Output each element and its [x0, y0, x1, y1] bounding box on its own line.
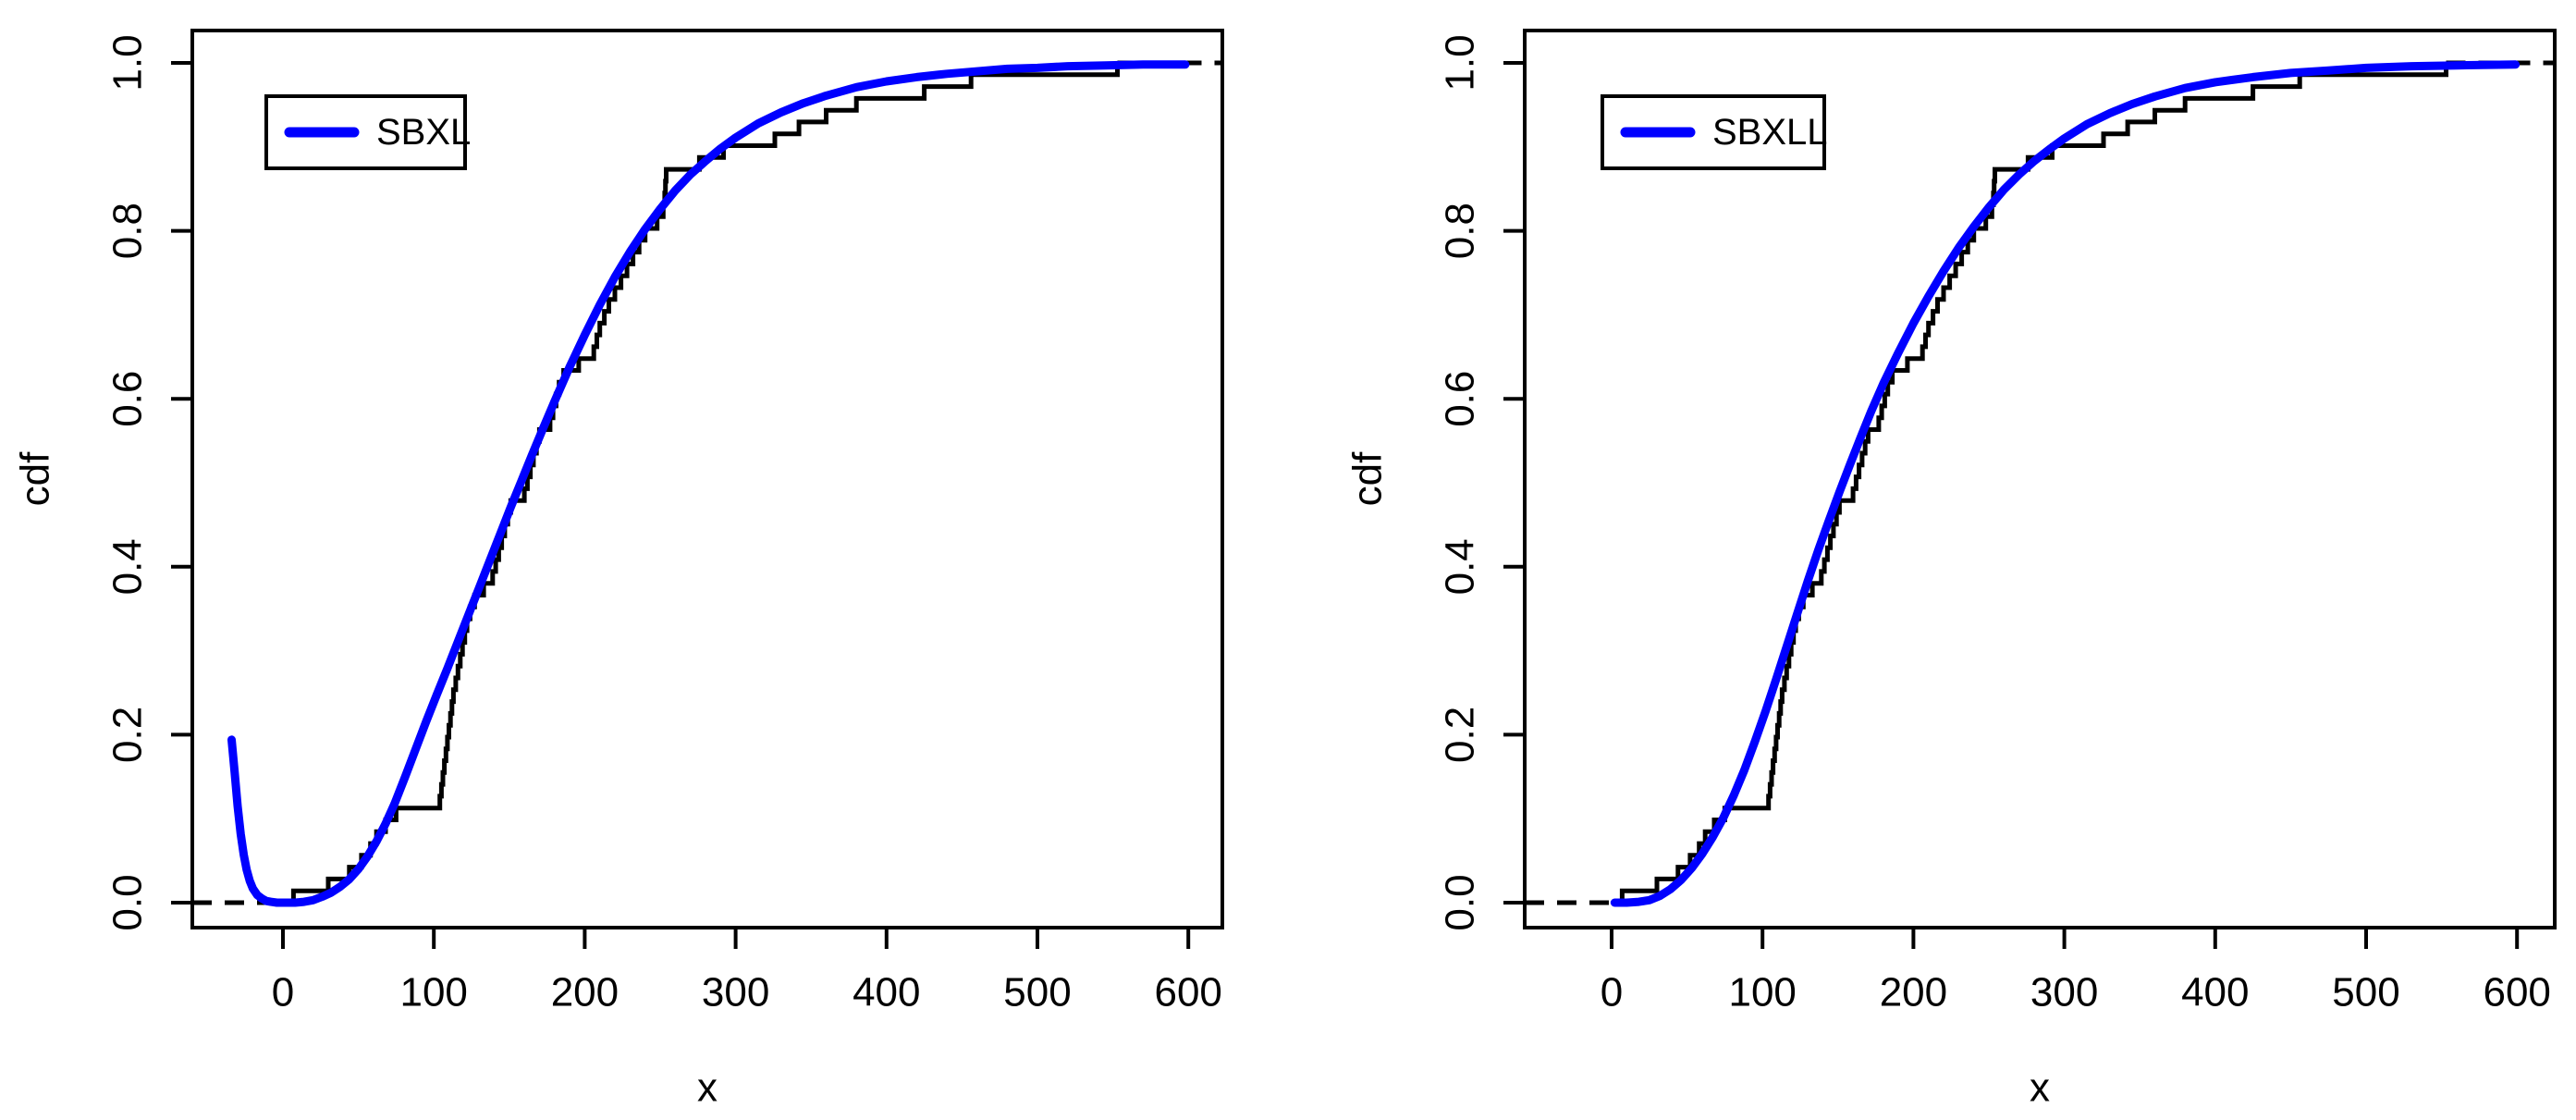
x-tick-label: 300: [702, 970, 769, 1015]
x-tick-label: 100: [399, 970, 467, 1015]
chart-svg: 0 100 200 300 400 500 600 0.0 0.2 0.4 0.6 0.8 1.0 x cd…: [13, 29, 1224, 1111]
x-tick-label: 0: [1601, 970, 1623, 1015]
legend: SBXL: [264, 94, 471, 170]
y-tick-label: 0.6: [1438, 371, 1483, 427]
x-tick-label: 200: [1880, 970, 1947, 1015]
x-tick-label: 400: [853, 970, 920, 1015]
x-tick-label: 200: [551, 970, 619, 1015]
x-tick-label: 400: [2181, 970, 2249, 1015]
y-tick-label: 0.8: [1438, 203, 1483, 259]
y-tick-label: 0.6: [105, 371, 151, 427]
legend-label: SBXL: [376, 112, 471, 153]
y-tick-label: 0.2: [105, 707, 151, 763]
plot-box: [190, 29, 1224, 929]
y-axis-label: cdf: [1345, 451, 1391, 506]
y-tick-label: 0.2: [1438, 707, 1483, 763]
x-tick-label: 600: [1154, 970, 1221, 1015]
y-tick-label: 0.4: [105, 538, 151, 595]
y-tick-label: 0.0: [105, 874, 151, 930]
empirical-cdf-step-curve: [290, 63, 1120, 903]
y-tick-label: 0.4: [1438, 538, 1483, 595]
plot-panel-sbxl: 0 100 200 300 400 500 600 0.0 0.2 0.4 0.6 0.8 1.0 x cd…: [13, 29, 1224, 1111]
x-tick-label: 500: [1003, 970, 1071, 1015]
x-tick-label: 500: [2332, 970, 2399, 1015]
fitted-cdf-curve-sbxll: [1610, 60, 2521, 907]
x-tick-label: 300: [2030, 970, 2098, 1015]
plot-box: [1523, 29, 2557, 929]
x-tick-label: 600: [2483, 970, 2550, 1015]
y-tick-label: 1.0: [1438, 34, 1483, 91]
x-axis-label: x: [2030, 1065, 2050, 1111]
x-tick-label: 100: [1728, 970, 1796, 1015]
legend-label: SBXLL: [1712, 112, 1828, 153]
legend: SBXLL: [1601, 94, 1828, 170]
fitted-cdf-curve-sbxl: [227, 60, 1190, 907]
y-axis-label: cdf: [13, 451, 58, 506]
x-tick-label: 0: [272, 970, 294, 1015]
x-axis-label: x: [697, 1065, 718, 1111]
plot-panel-sbxll: 0 100 200 300 400 500 600 0.0 0.2 0.4 0.6 0.8 1.0 x cd…: [1288, 0, 2576, 1120]
y-tick-label: 1.0: [105, 34, 151, 91]
y-tick-label: 0.0: [1438, 874, 1483, 930]
y-tick-label: 0.8: [105, 203, 151, 259]
chart-svg: 0 100 200 300 400 500 600 0.0 0.2 0.4 0.6 0.8 1.0 x cd…: [1345, 29, 2557, 1111]
